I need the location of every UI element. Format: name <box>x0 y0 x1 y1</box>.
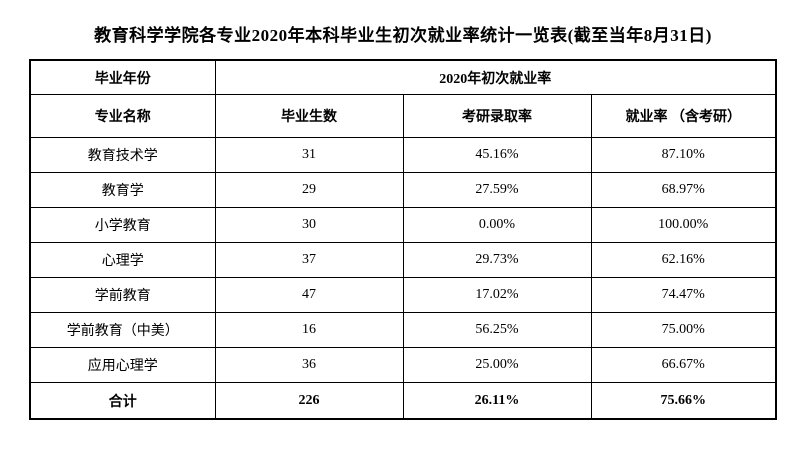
cell-employment-rate: 62.16% <box>590 242 777 278</box>
table-row: 教育技术学 31 45.16% 87.10% <box>29 137 777 173</box>
cell-graduates: 37 <box>214 242 404 278</box>
table-row: 小学教育 30 0.00% 100.00% <box>29 207 777 243</box>
cell-employment-rate: 75.00% <box>590 312 777 348</box>
cell-admission-rate: 56.25% <box>402 312 592 348</box>
cell-employment-rate: 100.00% <box>590 207 777 243</box>
cell-major: 小学教育 <box>29 207 216 243</box>
cell-graduates: 226 <box>214 382 404 420</box>
cell-admission-rate: 29.73% <box>402 242 592 278</box>
table-row: 学前教育（中美） 16 56.25% 75.00% <box>29 312 777 348</box>
table-total-row: 合计 226 26.11% 75.66% <box>29 382 777 420</box>
cell-major: 教育技术学 <box>29 137 216 173</box>
header-cell-admission-rate: 考研录取率 <box>402 94 592 138</box>
cell-employment-rate: 68.97% <box>590 172 777 208</box>
cell-major: 教育学 <box>29 172 216 208</box>
cell-major: 学前教育（中美） <box>29 312 216 348</box>
cell-admission-rate: 26.11% <box>402 382 592 420</box>
cell-major: 心理学 <box>29 242 216 278</box>
table-row: 学前教育 47 17.02% 74.47% <box>29 277 777 313</box>
cell-employment-rate: 87.10% <box>590 137 777 173</box>
table-row: 应用心理学 36 25.00% 66.67% <box>29 347 777 383</box>
cell-admission-rate: 25.00% <box>402 347 592 383</box>
header-row-year: 毕业年份 2020年初次就业率 <box>29 59 777 95</box>
cell-graduates: 29 <box>214 172 404 208</box>
cell-graduates: 47 <box>214 277 404 313</box>
cell-admission-rate: 27.59% <box>402 172 592 208</box>
cell-major: 学前教育 <box>29 277 216 313</box>
page-title: 教育科学学院各专业2020年本科毕业生初次就业率统计一览表(截至当年8月31日) <box>94 26 712 45</box>
cell-employment-rate: 66.67% <box>590 347 777 383</box>
header-cell-major: 专业名称 <box>29 94 216 138</box>
header-row-columns: 专业名称 毕业生数 考研录取率 就业率 （含考研） <box>29 94 777 138</box>
cell-employment-rate: 74.47% <box>590 277 777 313</box>
cell-major: 应用心理学 <box>29 347 216 383</box>
cell-graduates: 16 <box>214 312 404 348</box>
cell-major: 合计 <box>29 382 216 420</box>
cell-graduates: 36 <box>214 347 404 383</box>
cell-employment-rate: 75.66% <box>590 382 777 420</box>
table-body: 教育技术学 31 45.16% 87.10% 教育学 29 27.59% 68.97% 小学教育… <box>29 137 777 420</box>
cell-graduates: 31 <box>214 137 404 173</box>
cell-admission-rate: 45.16% <box>402 137 592 173</box>
table-row: 教育学 29 27.59% 68.97% <box>29 172 777 208</box>
header-cell-year-label: 毕业年份 <box>29 59 216 95</box>
header-cell-employment-rate: 就业率 （含考研） <box>590 94 777 138</box>
cell-admission-rate: 17.02% <box>402 277 592 313</box>
cell-admission-rate: 0.00% <box>402 207 592 243</box>
table-header: 毕业年份 2020年初次就业率 专业名称 毕业生数 考研录取率 就业率 （含考研… <box>29 59 777 138</box>
header-cell-graduates: 毕业生数 <box>214 94 404 138</box>
table-row: 心理学 37 29.73% 62.16% <box>29 242 777 278</box>
cell-graduates: 30 <box>214 207 404 243</box>
employment-stats-table: 毕业年份 2020年初次就业率 专业名称 毕业生数 考研录取率 就业率 （含考研… <box>29 59 777 420</box>
header-cell-rate-group: 2020年初次就业率 <box>214 59 777 95</box>
